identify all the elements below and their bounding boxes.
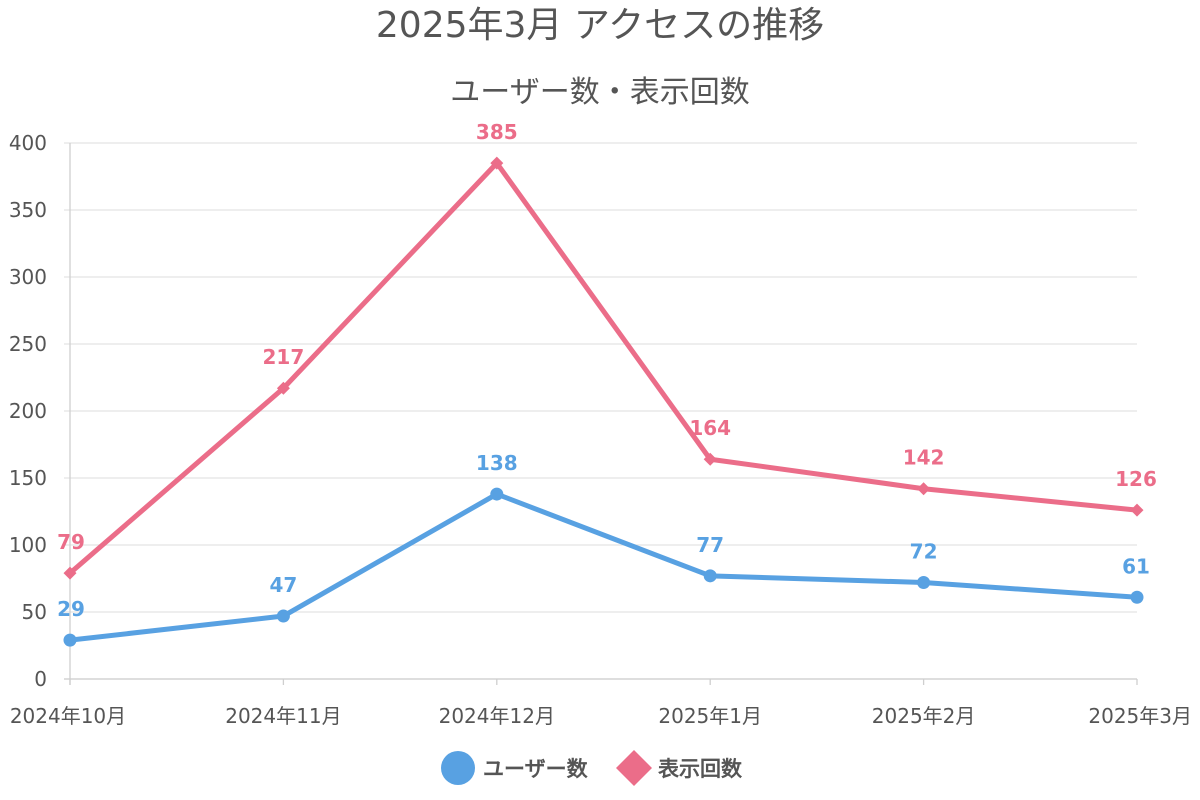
series-views	[63, 156, 1144, 580]
x-axis: 2024年10月 2024年11月 2024年12月 2025年1月 2025年2月 20…	[10, 679, 1192, 728]
data-point	[703, 569, 717, 583]
data-point	[63, 566, 77, 580]
series-line	[67, 491, 1140, 643]
y-tick-label: 0	[34, 667, 47, 691]
data-label: 217	[263, 345, 305, 369]
grid-lines	[64, 142, 1137, 685]
legend-item-views[interactable]: 表示回数	[616, 750, 743, 786]
data-point	[1130, 590, 1144, 604]
y-tick-label: 200	[9, 399, 47, 423]
x-tick-label: 2024年12月	[439, 704, 555, 728]
x-tick-label: 2024年10月	[10, 704, 126, 728]
legend-marker-circle	[441, 751, 475, 785]
data-label: 79	[57, 530, 85, 554]
data-label: 142	[903, 446, 945, 470]
data-point	[490, 487, 504, 501]
legend-label: 表示回数	[658, 757, 743, 781]
data-label: 385	[476, 120, 518, 144]
data-labels: 29 47 138 77 72 61 79 217 385 164 142 126	[57, 120, 1157, 621]
chart-subtitle: ユーザー数・表示回数	[450, 75, 749, 110]
legend-item-users[interactable]: ユーザー数	[441, 751, 589, 785]
x-tick-label: 2025年3月	[1088, 704, 1192, 728]
legend[interactable]: ユーザー数 表示回数	[441, 750, 743, 786]
x-tick-label: 2025年1月	[658, 704, 762, 728]
series-line	[67, 160, 1140, 576]
data-label: 77	[696, 533, 724, 557]
legend-marker-diamond	[616, 750, 652, 786]
y-tick-label: 350	[9, 198, 47, 222]
data-label: 61	[1122, 554, 1150, 578]
data-point	[917, 482, 931, 496]
series-layer	[63, 156, 1144, 647]
data-label: 29	[57, 597, 85, 621]
series-users	[63, 487, 1144, 647]
chart-title: 2025年3月 アクセスの推移	[376, 5, 824, 46]
data-label: 72	[910, 540, 938, 564]
y-tick-label: 100	[9, 533, 47, 557]
data-point	[490, 156, 504, 170]
data-label: 138	[476, 451, 518, 475]
y-axis: 0 50 100 150 200 250 300 350 400	[9, 131, 47, 691]
data-point	[63, 633, 77, 647]
y-tick-label: 250	[9, 332, 47, 356]
y-tick-label: 150	[9, 466, 47, 490]
data-point	[1130, 503, 1144, 517]
data-label: 164	[689, 416, 731, 440]
y-tick-label: 50	[22, 600, 47, 624]
y-tick-label: 400	[9, 131, 47, 155]
data-label: 126	[1115, 467, 1157, 491]
data-point	[917, 576, 931, 590]
data-point	[276, 609, 290, 623]
data-point	[276, 381, 290, 395]
y-tick-label: 300	[9, 265, 47, 289]
legend-label: ユーザー数	[483, 757, 589, 781]
x-tick-label: 2025年2月	[872, 704, 976, 728]
x-tick-label: 2024年11月	[225, 704, 341, 728]
data-label: 47	[269, 573, 297, 597]
data-point	[703, 452, 717, 466]
